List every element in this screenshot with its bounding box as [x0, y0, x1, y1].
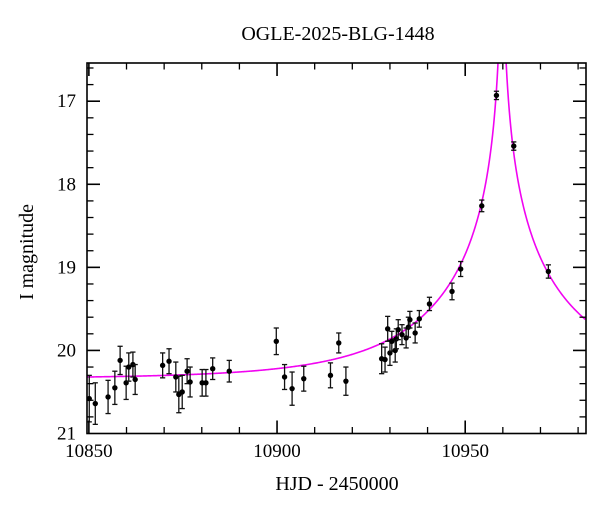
- data-point: [479, 199, 485, 213]
- data-point: [226, 359, 232, 383]
- data-point: [166, 348, 172, 375]
- y-tick-labels: 17 18 19 20 21: [57, 91, 76, 444]
- data-point: [457, 260, 464, 278]
- photometry-marker: [173, 374, 179, 380]
- photometry-marker: [389, 338, 395, 344]
- photometry-marker: [449, 288, 455, 295]
- photometry-marker: [281, 374, 288, 380]
- photometry-marker: [184, 368, 190, 374]
- y-axis-title: I magnitude: [16, 204, 38, 300]
- photometry-marker: [289, 385, 295, 392]
- photometry-marker: [399, 331, 405, 338]
- photometry-marker: [117, 357, 123, 364]
- photometry-marker: [209, 366, 216, 372]
- data-point: [112, 370, 118, 406]
- data-point: [289, 371, 295, 406]
- model-curve: [87, 63, 586, 378]
- photometry-marker: [105, 394, 111, 400]
- photometry-marker: [545, 268, 552, 275]
- photometry-marker: [187, 379, 193, 385]
- photometry-marker: [426, 301, 433, 307]
- data-point: [132, 363, 138, 396]
- photometry-marker: [511, 143, 517, 149]
- photometry-marker: [199, 380, 205, 386]
- x-tick-labels: 10850 10900 10950: [65, 441, 489, 462]
- data-point: [126, 352, 132, 382]
- x-tick-label: 10850: [65, 441, 113, 462]
- photometry-marker: [273, 338, 279, 344]
- data-point: [184, 358, 190, 385]
- data-point: [209, 357, 216, 381]
- photometry-marker: [384, 326, 391, 332]
- data-point: [203, 368, 209, 397]
- data-point: [273, 327, 279, 356]
- data-points: [87, 90, 552, 426]
- photometry-marker: [382, 356, 388, 363]
- photometry-marker: [179, 389, 185, 395]
- photometry-marker: [301, 375, 307, 382]
- data-point: [395, 319, 401, 341]
- y-tick-label: 20: [57, 340, 76, 361]
- data-point: [327, 362, 334, 389]
- y-axis-ticks: [87, 67, 586, 418]
- chart-title: OGLE-2025-BLG-1448: [241, 23, 434, 45]
- data-point: [407, 310, 413, 329]
- photometry-marker: [92, 400, 98, 407]
- data-point: [384, 315, 391, 342]
- data-point: [179, 374, 185, 410]
- photometry-marker: [343, 378, 349, 384]
- data-point: [399, 324, 405, 346]
- x-tick-label: 10950: [441, 441, 489, 462]
- data-point: [336, 332, 342, 354]
- photometry-marker: [457, 266, 464, 272]
- data-point: [545, 264, 552, 279]
- data-point: [378, 343, 385, 375]
- data-point: [187, 366, 193, 398]
- data-point: [281, 363, 288, 391]
- data-point: [176, 375, 182, 414]
- data-point: [173, 361, 179, 393]
- photometry-marker: [407, 316, 413, 323]
- photometry-marker: [112, 385, 118, 391]
- data-point: [449, 282, 455, 301]
- data-point: [389, 330, 395, 352]
- y-tick-label: 18: [57, 174, 76, 195]
- data-point: [301, 365, 307, 392]
- x-axis-title: HJD - 2450000: [275, 473, 398, 495]
- photometry-marker: [226, 368, 232, 374]
- model-curve-path: [87, 63, 586, 378]
- photometry-marker: [479, 203, 485, 209]
- x-tick-label: 10900: [253, 441, 301, 462]
- y-tick-label: 19: [57, 257, 76, 278]
- data-point: [412, 322, 418, 344]
- photometry-marker: [336, 340, 342, 346]
- y-tick-label: 21: [57, 424, 76, 445]
- photometry-marker: [166, 358, 172, 364]
- y-tick-label: 17: [57, 91, 76, 112]
- photometry-marker: [203, 380, 209, 386]
- photometry-marker: [395, 326, 401, 333]
- photometry-marker: [412, 330, 418, 336]
- data-point: [382, 346, 388, 373]
- data-point: [159, 352, 166, 379]
- data-point: [123, 365, 129, 401]
- photometry-marker: [416, 316, 422, 322]
- photometry-marker: [126, 364, 132, 370]
- data-point: [92, 382, 98, 426]
- plot-border: [86, 62, 587, 435]
- data-point: [511, 141, 517, 151]
- photometry-marker: [493, 92, 500, 99]
- data-point: [426, 296, 433, 312]
- photometry-marker: [327, 372, 334, 379]
- photometry-marker: [132, 376, 138, 383]
- x-axis-ticks: [88, 63, 579, 434]
- photometry-marker: [159, 362, 166, 369]
- data-point: [493, 90, 500, 101]
- data-point: [343, 366, 349, 396]
- data-point: [416, 309, 422, 328]
- data-point: [105, 379, 111, 415]
- data-point: [117, 345, 123, 376]
